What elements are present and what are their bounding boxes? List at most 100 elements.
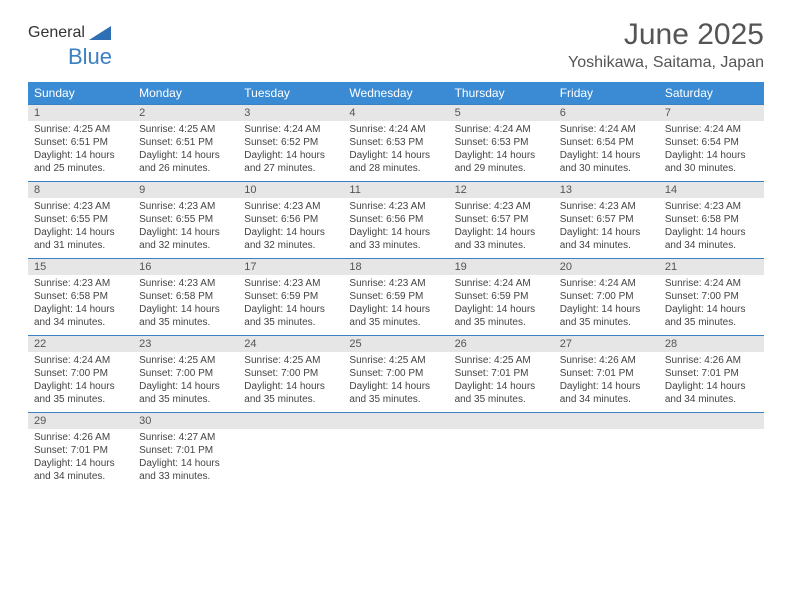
weekday-mon: Monday	[133, 82, 238, 104]
calendar: Sunday Monday Tuesday Wednesday Thursday…	[28, 82, 764, 489]
weeks-container: 1Sunrise: 4:25 AMSunset: 6:51 PMDaylight…	[28, 104, 764, 489]
week-row: 8Sunrise: 4:23 AMSunset: 6:55 PMDaylight…	[28, 181, 764, 258]
sunset-line: Sunset: 6:57 PM	[560, 213, 653, 226]
day-cell: 9Sunrise: 4:23 AMSunset: 6:55 PMDaylight…	[133, 182, 238, 258]
day-cell: 18Sunrise: 4:23 AMSunset: 6:59 PMDayligh…	[343, 259, 448, 335]
week-row: 29Sunrise: 4:26 AMSunset: 7:01 PMDayligh…	[28, 412, 764, 489]
day-number: 4	[343, 105, 448, 121]
day-cell: 17Sunrise: 4:23 AMSunset: 6:59 PMDayligh…	[238, 259, 343, 335]
day-cell: 13Sunrise: 4:23 AMSunset: 6:57 PMDayligh…	[554, 182, 659, 258]
sunset-line: Sunset: 6:54 PM	[560, 136, 653, 149]
day-number: 15	[28, 259, 133, 275]
daylight-line: Daylight: 14 hours and 35 minutes.	[244, 380, 337, 406]
month-title: June 2025	[568, 18, 764, 52]
day-number: 22	[28, 336, 133, 352]
day-cell: 14Sunrise: 4:23 AMSunset: 6:58 PMDayligh…	[659, 182, 764, 258]
daylight-line: Daylight: 14 hours and 35 minutes.	[139, 380, 232, 406]
sunset-line: Sunset: 6:55 PM	[34, 213, 127, 226]
daylight-line: Daylight: 14 hours and 31 minutes.	[34, 226, 127, 252]
day-cell: 23Sunrise: 4:25 AMSunset: 7:00 PMDayligh…	[133, 336, 238, 412]
sunrise-line: Sunrise: 4:24 AM	[665, 277, 758, 290]
logo-text-general: General	[28, 24, 85, 42]
day-body: Sunrise: 4:23 AMSunset: 6:57 PMDaylight:…	[449, 198, 554, 252]
day-body: Sunrise: 4:24 AMSunset: 7:00 PMDaylight:…	[28, 352, 133, 406]
sunrise-line: Sunrise: 4:25 AM	[139, 123, 232, 136]
day-number-empty	[343, 413, 448, 429]
day-number: 18	[343, 259, 448, 275]
day-number: 10	[238, 182, 343, 198]
day-cell: 22Sunrise: 4:24 AMSunset: 7:00 PMDayligh…	[28, 336, 133, 412]
sunrise-line: Sunrise: 4:26 AM	[560, 354, 653, 367]
day-body: Sunrise: 4:24 AMSunset: 7:00 PMDaylight:…	[659, 275, 764, 329]
daylight-line: Daylight: 14 hours and 32 minutes.	[139, 226, 232, 252]
day-body: Sunrise: 4:23 AMSunset: 6:56 PMDaylight:…	[343, 198, 448, 252]
day-cell: 2Sunrise: 4:25 AMSunset: 6:51 PMDaylight…	[133, 105, 238, 181]
day-cell: 27Sunrise: 4:26 AMSunset: 7:01 PMDayligh…	[554, 336, 659, 412]
sunrise-line: Sunrise: 4:23 AM	[455, 200, 548, 213]
daylight-line: Daylight: 14 hours and 35 minutes.	[139, 303, 232, 329]
weekday-wed: Wednesday	[343, 82, 448, 104]
sunrise-line: Sunrise: 4:25 AM	[455, 354, 548, 367]
daylight-line: Daylight: 14 hours and 34 minutes.	[560, 380, 653, 406]
week-row: 1Sunrise: 4:25 AMSunset: 6:51 PMDaylight…	[28, 104, 764, 181]
day-number: 23	[133, 336, 238, 352]
sunrise-line: Sunrise: 4:23 AM	[349, 277, 442, 290]
day-cell: 30Sunrise: 4:27 AMSunset: 7:01 PMDayligh…	[133, 413, 238, 489]
sunset-line: Sunset: 7:01 PM	[560, 367, 653, 380]
day-cell: 29Sunrise: 4:26 AMSunset: 7:01 PMDayligh…	[28, 413, 133, 489]
day-body: Sunrise: 4:26 AMSunset: 7:01 PMDaylight:…	[554, 352, 659, 406]
day-number-empty	[659, 413, 764, 429]
sunrise-line: Sunrise: 4:24 AM	[349, 123, 442, 136]
sunrise-line: Sunrise: 4:23 AM	[34, 277, 127, 290]
daylight-line: Daylight: 14 hours and 35 minutes.	[244, 303, 337, 329]
sunset-line: Sunset: 6:53 PM	[455, 136, 548, 149]
day-number: 13	[554, 182, 659, 198]
day-number: 20	[554, 259, 659, 275]
sunset-line: Sunset: 6:58 PM	[139, 290, 232, 303]
day-cell	[554, 413, 659, 489]
day-cell: 1Sunrise: 4:25 AMSunset: 6:51 PMDaylight…	[28, 105, 133, 181]
day-number: 14	[659, 182, 764, 198]
day-cell: 21Sunrise: 4:24 AMSunset: 7:00 PMDayligh…	[659, 259, 764, 335]
sunrise-line: Sunrise: 4:25 AM	[349, 354, 442, 367]
day-body: Sunrise: 4:27 AMSunset: 7:01 PMDaylight:…	[133, 429, 238, 483]
day-number: 7	[659, 105, 764, 121]
day-body: Sunrise: 4:23 AMSunset: 6:59 PMDaylight:…	[238, 275, 343, 329]
sunrise-line: Sunrise: 4:24 AM	[560, 123, 653, 136]
day-body: Sunrise: 4:25 AMSunset: 7:00 PMDaylight:…	[133, 352, 238, 406]
day-number: 6	[554, 105, 659, 121]
logo-triangle-icon	[89, 24, 111, 40]
day-number: 19	[449, 259, 554, 275]
sunrise-line: Sunrise: 4:24 AM	[244, 123, 337, 136]
day-body: Sunrise: 4:23 AMSunset: 6:58 PMDaylight:…	[659, 198, 764, 252]
day-body: Sunrise: 4:24 AMSunset: 6:52 PMDaylight:…	[238, 121, 343, 175]
daylight-line: Daylight: 14 hours and 29 minutes.	[455, 149, 548, 175]
day-number: 17	[238, 259, 343, 275]
day-number: 30	[133, 413, 238, 429]
daylight-line: Daylight: 14 hours and 35 minutes.	[349, 380, 442, 406]
sunset-line: Sunset: 7:00 PM	[665, 290, 758, 303]
sunrise-line: Sunrise: 4:25 AM	[244, 354, 337, 367]
day-body: Sunrise: 4:25 AMSunset: 6:51 PMDaylight:…	[133, 121, 238, 175]
day-number: 21	[659, 259, 764, 275]
day-cell: 19Sunrise: 4:24 AMSunset: 6:59 PMDayligh…	[449, 259, 554, 335]
weekday-tue: Tuesday	[238, 82, 343, 104]
day-cell: 16Sunrise: 4:23 AMSunset: 6:58 PMDayligh…	[133, 259, 238, 335]
daylight-line: Daylight: 14 hours and 25 minutes.	[34, 149, 127, 175]
sunrise-line: Sunrise: 4:24 AM	[665, 123, 758, 136]
day-cell: 15Sunrise: 4:23 AMSunset: 6:58 PMDayligh…	[28, 259, 133, 335]
day-number: 8	[28, 182, 133, 198]
daylight-line: Daylight: 14 hours and 34 minutes.	[34, 457, 127, 483]
day-body: Sunrise: 4:26 AMSunset: 7:01 PMDaylight:…	[28, 429, 133, 483]
day-cell: 25Sunrise: 4:25 AMSunset: 7:00 PMDayligh…	[343, 336, 448, 412]
daylight-line: Daylight: 14 hours and 33 minutes.	[455, 226, 548, 252]
day-number: 1	[28, 105, 133, 121]
day-cell: 8Sunrise: 4:23 AMSunset: 6:55 PMDaylight…	[28, 182, 133, 258]
day-body: Sunrise: 4:25 AMSunset: 7:00 PMDaylight:…	[238, 352, 343, 406]
sunset-line: Sunset: 6:59 PM	[349, 290, 442, 303]
sunset-line: Sunset: 6:51 PM	[139, 136, 232, 149]
day-body: Sunrise: 4:24 AMSunset: 6:54 PMDaylight:…	[554, 121, 659, 175]
daylight-line: Daylight: 14 hours and 27 minutes.	[244, 149, 337, 175]
day-number: 24	[238, 336, 343, 352]
sunrise-line: Sunrise: 4:23 AM	[139, 200, 232, 213]
